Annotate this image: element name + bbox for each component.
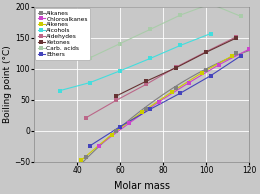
Point — [204, 51, 208, 54]
Point — [88, 56, 92, 59]
Point — [239, 15, 243, 18]
Point — [97, 144, 101, 147]
Point — [178, 44, 183, 47]
Point — [58, 89, 62, 92]
Point — [217, 63, 221, 66]
Point — [114, 99, 118, 102]
Point — [109, 133, 114, 136]
Point — [144, 83, 148, 86]
Point — [118, 42, 122, 45]
Y-axis label: Boiling point (°C): Boiling point (°C) — [3, 46, 12, 123]
Point — [118, 125, 122, 128]
Point — [209, 2, 213, 5]
Point — [187, 81, 191, 84]
Point — [79, 158, 83, 161]
Point — [174, 66, 178, 69]
Point — [157, 100, 161, 103]
Point — [247, 48, 251, 51]
Point — [88, 81, 92, 84]
X-axis label: Molar mass: Molar mass — [114, 181, 170, 191]
Point — [174, 87, 178, 90]
Point — [234, 35, 238, 38]
Point — [204, 50, 208, 53]
Point — [178, 13, 183, 16]
Point — [144, 107, 148, 110]
Point — [54, 184, 58, 187]
Legend: Alkanes, Chloroalkanes, Alkenes, Alcohols, Aldehydes, Ketones, Carb. acids, Ethe: Alkanes, Chloroalkanes, Alkenes, Alcohol… — [35, 8, 90, 60]
Point — [178, 92, 183, 95]
Point — [114, 95, 118, 98]
Point — [234, 36, 238, 40]
Point — [84, 116, 88, 119]
Point — [114, 130, 118, 133]
Point — [174, 66, 178, 69]
Point — [200, 71, 204, 74]
Point — [170, 90, 174, 93]
Point — [230, 54, 234, 57]
Point — [88, 144, 92, 147]
Point — [144, 80, 148, 83]
Point — [234, 51, 238, 54]
Point — [204, 69, 208, 72]
Point — [127, 122, 131, 125]
Point — [148, 108, 152, 111]
Point — [118, 69, 122, 72]
Point — [239, 54, 243, 57]
Point — [140, 111, 144, 114]
Point — [84, 155, 88, 158]
Point — [209, 74, 213, 77]
Point — [209, 32, 213, 35]
Point — [148, 57, 152, 60]
Point — [148, 28, 152, 31]
